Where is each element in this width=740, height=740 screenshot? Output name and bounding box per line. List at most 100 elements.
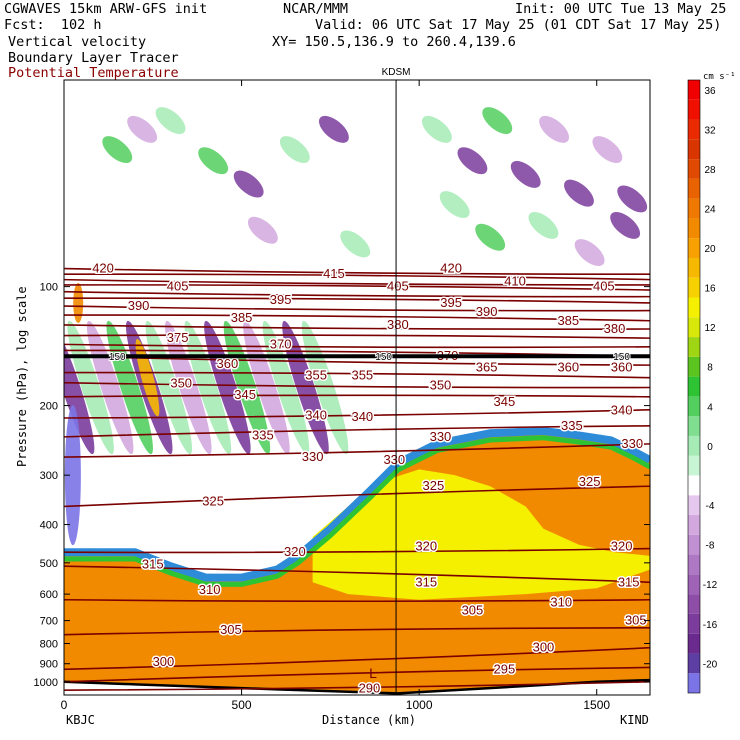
y-axis-title: Pressure (hPa), log scale	[15, 286, 29, 467]
x-tick-label: 500	[232, 698, 252, 712]
colorbar-swatch	[688, 653, 700, 674]
colorbar-label: 28	[704, 165, 716, 176]
theta-contour	[64, 371, 650, 379]
header-xy: XY= 150.5,136.9 to 260.4,139.6	[272, 34, 516, 50]
header-init: Init: 00 UTC Tue 13 May 25	[515, 1, 727, 17]
theta-label: 355	[305, 368, 327, 383]
theta-contour	[64, 267, 650, 275]
theta-label: 335	[252, 427, 274, 442]
theta-label: 395	[270, 292, 292, 307]
colorbar-swatch	[688, 554, 700, 575]
y-tick-label: 900	[40, 659, 58, 671]
theta-label: 390	[476, 304, 498, 319]
w-blob	[539, 115, 570, 143]
theta-label: 370	[270, 336, 292, 351]
theta-label: 360	[217, 356, 239, 371]
theta-contour	[64, 343, 650, 349]
theta-contour	[64, 324, 650, 330]
theta-label: 300	[153, 654, 175, 669]
theta-label: 330	[430, 429, 452, 444]
theta-label: 355	[351, 368, 373, 383]
theta-label: 380	[604, 321, 626, 336]
w-blob	[574, 239, 605, 267]
colorbar-swatch	[688, 277, 700, 298]
theta-label: 375	[167, 330, 189, 345]
y-tick-label: 200	[40, 401, 58, 413]
w-blob	[198, 147, 229, 175]
theta-contour	[64, 278, 650, 286]
theta-label: 320	[611, 539, 633, 554]
theta-label: 310	[550, 594, 572, 609]
colorbar-label: -16	[703, 620, 718, 631]
colorbar-swatch	[688, 613, 700, 634]
pbl-tracer-high	[312, 469, 650, 600]
colorbar-swatch	[688, 317, 700, 338]
colorbar-swatch	[688, 594, 700, 614]
x-tick-label: 1000	[406, 698, 433, 712]
w-blob	[457, 147, 488, 175]
w-band	[64, 320, 95, 455]
tracer-label: 150	[375, 352, 392, 363]
w-blob	[617, 185, 648, 213]
w-blob	[482, 107, 513, 135]
colorbar-swatch	[688, 218, 700, 239]
theta-label: 340	[351, 409, 373, 424]
theta-label: 320	[415, 539, 437, 554]
colorbar-swatch	[688, 534, 700, 555]
colorbar-label: 32	[704, 125, 716, 136]
colorbar-swatch	[688, 396, 700, 417]
colorbar-swatch	[688, 337, 700, 357]
w-band	[223, 320, 271, 455]
theta-contour	[64, 409, 650, 419]
w-blob	[421, 115, 452, 143]
theta-label: 295	[494, 661, 516, 676]
theta-label: 305	[462, 602, 484, 617]
colorbar-swatch	[688, 297, 700, 318]
colorbar-label: 8	[707, 363, 713, 374]
theta-label: 315	[415, 574, 437, 589]
theta-label: 305	[625, 613, 647, 628]
theta-label: 325	[579, 474, 601, 489]
w-band-strong	[64, 405, 81, 546]
colorbar-frame	[687, 79, 701, 694]
w-blob	[233, 170, 264, 198]
y-tick-label: 600	[40, 589, 58, 601]
colorbar-swatch	[688, 99, 700, 120]
y-tick-label: 300	[40, 470, 58, 482]
theta-contour	[64, 598, 650, 603]
colorbar-label: 4	[707, 402, 713, 413]
pbl-edge-blue	[64, 427, 650, 582]
theta-label: 345	[494, 394, 516, 409]
y-tick-label: 700	[40, 616, 58, 628]
colorbar-label: -4	[706, 501, 715, 512]
w-blob	[155, 107, 186, 135]
y-tick-label: 1000	[34, 677, 58, 689]
w-band	[86, 320, 134, 455]
y-tick-label: 100	[40, 282, 58, 294]
theta-contour	[64, 565, 650, 584]
theta-label: 310	[199, 582, 221, 597]
colorbar-swatch	[688, 376, 700, 397]
colorbar-swatch	[688, 119, 700, 140]
colorbar-label: -8	[706, 541, 715, 552]
colorbar-swatch	[688, 416, 700, 436]
colorbar-swatch	[688, 673, 700, 693]
colorbar-swatch	[688, 574, 700, 595]
colorbar-swatch	[688, 515, 700, 535]
colorbar-label: 16	[704, 284, 716, 295]
theta-contour	[64, 680, 650, 691]
w-blob	[528, 211, 559, 239]
colorbar-swatch	[688, 633, 700, 654]
theta-contour	[64, 424, 650, 438]
theta-label: 320	[284, 544, 306, 559]
theta-label: 350	[170, 376, 192, 391]
header-org: NCAR/MMM	[283, 1, 349, 17]
colorbar-label: 24	[704, 205, 716, 216]
theta-contour	[64, 394, 650, 398]
theta-label: 415	[323, 266, 345, 281]
theta-label: 325	[423, 478, 445, 493]
low-marker: L	[369, 665, 377, 681]
theta-label: 290	[359, 681, 381, 696]
plot-field: 420 390 405 375 385 395 370 360 350 345 355 355 340 3…	[64, 107, 650, 696]
theta-label: 365	[476, 359, 498, 374]
